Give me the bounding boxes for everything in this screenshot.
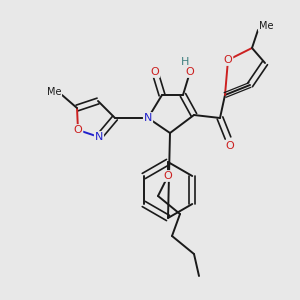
Text: O: O [186, 67, 194, 77]
Text: N: N [95, 132, 103, 142]
Text: Me: Me [47, 87, 61, 97]
Text: N: N [144, 113, 152, 123]
Text: H: H [181, 57, 189, 67]
Text: O: O [74, 125, 82, 135]
Text: Me: Me [259, 21, 273, 31]
Text: O: O [226, 141, 234, 151]
Text: O: O [164, 171, 172, 181]
Text: O: O [224, 55, 232, 65]
Text: O: O [151, 67, 159, 77]
